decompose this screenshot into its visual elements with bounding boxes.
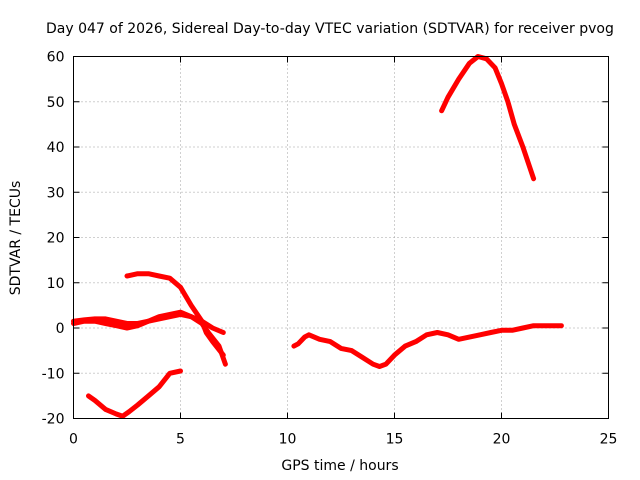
series-arc-4 — [86, 368, 183, 419]
y-tick-label: 20 — [47, 231, 65, 247]
y-tick-label: 0 — [56, 321, 65, 337]
series-arc-6 — [439, 54, 537, 182]
series-layer — [71, 54, 564, 419]
y-tick-label: 10 — [47, 276, 65, 292]
x-tick-label: 15 — [386, 432, 404, 448]
x-tick-label: 0 — [69, 432, 78, 448]
ticks: 0 5 10 15 20 25 -20 -10 0 10 20 30 40 50 60 — [42, 50, 618, 448]
chart-title: Day 047 of 2026, Sidereal Day-to-day VTE… — [46, 21, 614, 37]
y-tick-label: -20 — [42, 412, 65, 428]
x-tick-label: 10 — [279, 432, 297, 448]
y-tick-label: -10 — [42, 366, 65, 382]
grid — [73, 56, 609, 419]
series-arc-3 — [124, 271, 226, 358]
x-tick-label: 25 — [600, 432, 618, 448]
x-axis-label: GPS time / hours — [281, 458, 398, 474]
y-tick-label: 50 — [47, 95, 65, 111]
x-tick-label: 5 — [176, 432, 185, 448]
y-tick-label: 30 — [47, 185, 65, 201]
series-arc-5 — [291, 323, 564, 369]
y-tick-label: 40 — [47, 140, 65, 156]
x-tick-label: 20 — [493, 432, 511, 448]
y-tick-label: 60 — [47, 50, 65, 66]
y-axis-label: SDTVAR / TECUs — [8, 181, 24, 296]
